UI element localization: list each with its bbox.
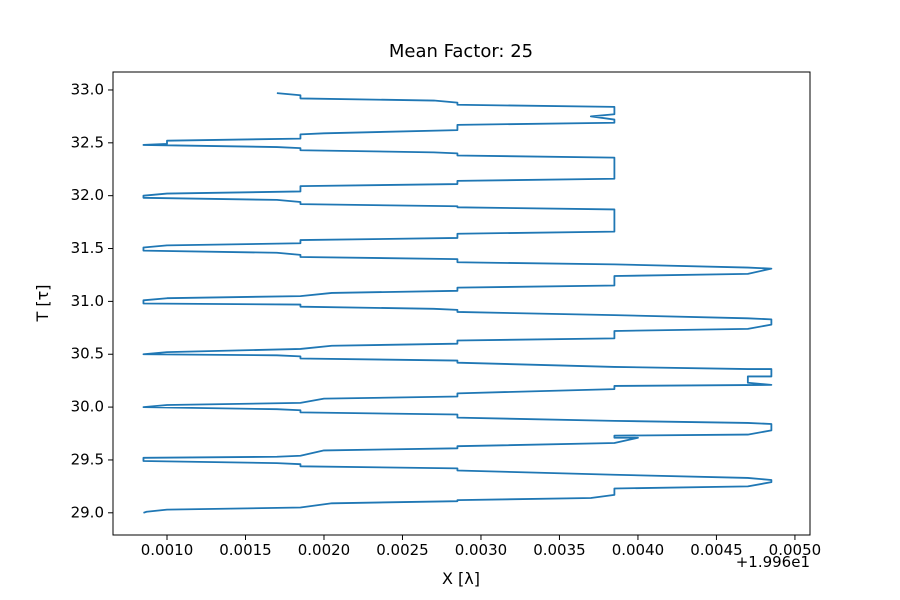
- x-tick-label: 0.0045: [690, 541, 743, 559]
- y-tick-label: 31.5: [71, 239, 104, 257]
- chart-title: Mean Factor: 25: [389, 41, 533, 62]
- x-tick-label: 0.0040: [612, 541, 665, 559]
- y-tick-label: 31.0: [71, 292, 104, 310]
- y-tick-label: 29.5: [71, 450, 104, 468]
- x-tick-label: 0.0015: [219, 541, 272, 559]
- x-offset-text: +1.996e1: [736, 553, 810, 571]
- plot-frame: [112, 71, 811, 536]
- x-tick-label: 0.0035: [533, 541, 586, 559]
- data-line: [142, 92, 773, 514]
- x-tick-label: 0.0025: [376, 541, 429, 559]
- y-tick-label: 30.0: [71, 398, 104, 416]
- y-tick-label: 33.0: [71, 80, 104, 98]
- x-tick-label: 0.0050: [769, 541, 822, 559]
- y-tick-label: 30.5: [71, 345, 104, 363]
- y-tick-label: 29.0: [71, 503, 104, 521]
- y-tick-label: 32.0: [71, 186, 104, 204]
- x-tick-label: 0.0010: [141, 541, 194, 559]
- x-tick-label: 0.0020: [298, 541, 351, 559]
- x-axis-label: X [λ]: [442, 569, 480, 588]
- y-axis-label: T [τ]: [33, 285, 52, 323]
- y-tick-label: 32.5: [71, 133, 104, 151]
- x-tick-label: 0.0030: [455, 541, 508, 559]
